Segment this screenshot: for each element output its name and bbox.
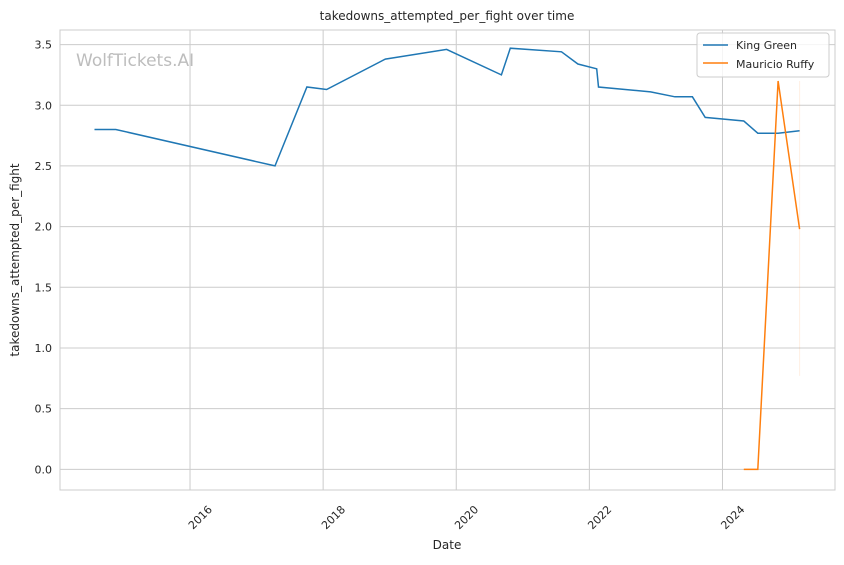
y-tick-label: 3.0	[35, 99, 53, 112]
x-axis-label: Date	[433, 538, 462, 552]
series-line-king-green	[95, 48, 800, 166]
x-tick-label: 2016	[186, 503, 215, 532]
y-tick-label: 1.0	[35, 342, 53, 355]
plot-frame	[60, 30, 835, 490]
y-tick-label: 1.5	[35, 281, 53, 294]
watermark: WolfTickets.AI	[76, 51, 194, 71]
y-tick-label: 0.5	[35, 403, 53, 416]
series-line-mauricio-ruffy	[744, 81, 800, 469]
x-tick-label: 2024	[718, 503, 747, 532]
y-tick-label: 2.5	[35, 160, 53, 173]
y-tick-label: 3.5	[35, 39, 53, 52]
legend-label-mauricio-ruffy: Mauricio Ruffy	[736, 58, 815, 71]
chart-title: takedowns_attempted_per_fight over time	[320, 9, 575, 23]
y-axis-label: takedowns_attempted_per_fight	[8, 163, 22, 356]
x-tick-label: 2018	[319, 503, 348, 532]
y-tick-label: 0.0	[35, 463, 53, 476]
legend-label-king-green: King Green	[736, 39, 797, 52]
legend: King Green Mauricio Ruffy	[697, 33, 829, 77]
x-tick-label: 2022	[585, 503, 614, 532]
y-tick-label: 2.0	[35, 221, 53, 234]
x-tick-label: 2020	[452, 503, 481, 532]
